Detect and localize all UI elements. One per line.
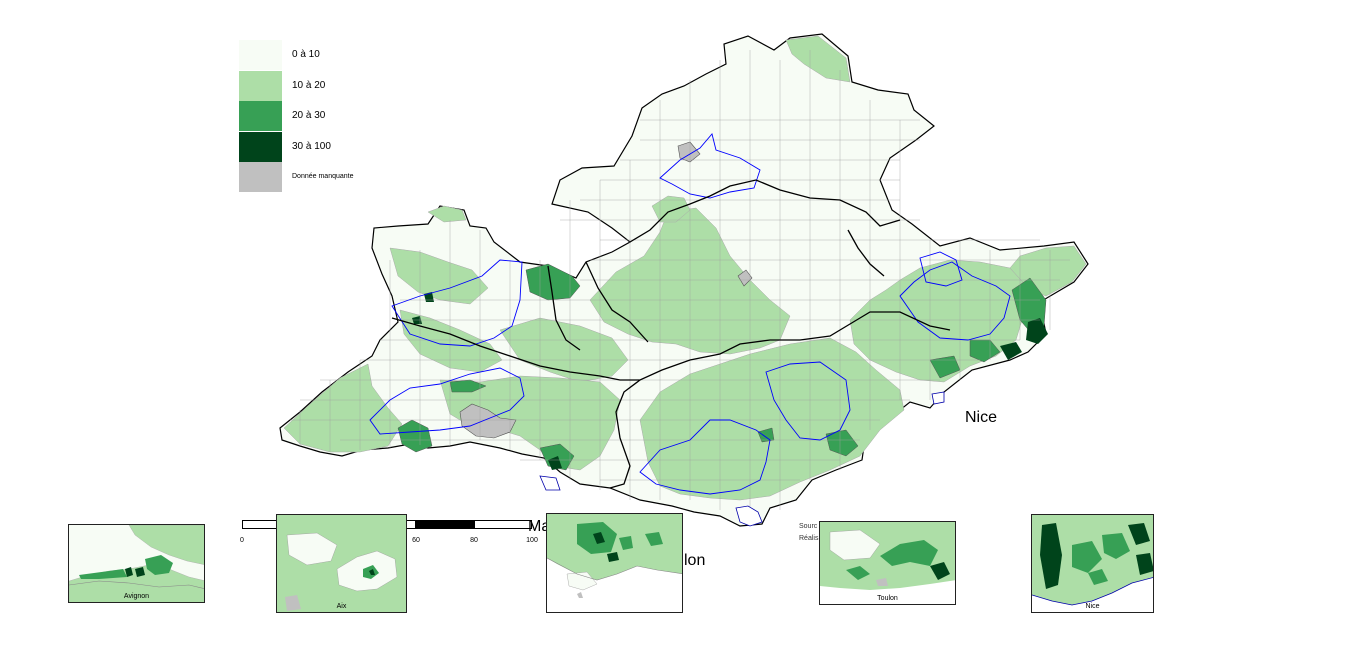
legend-swatch	[239, 101, 282, 131]
source-note: Sourc Réalis	[799, 521, 818, 545]
inset-map	[277, 515, 406, 612]
inset-avignon: Avignon	[68, 524, 205, 603]
zone-20-30	[397, 263, 1047, 471]
legend-label: Donnée manquante	[292, 173, 354, 180]
city-label-nice: Nice	[965, 409, 998, 426]
legend-label: 10 à 20	[292, 79, 326, 91]
legend-label: 20 à 30	[292, 110, 326, 121]
inset-label: Nice	[1085, 603, 1100, 610]
legend-label: 30 à 100	[292, 140, 331, 152]
scale-tick: 0	[240, 537, 244, 544]
inset-toulon: Toulon	[819, 521, 956, 605]
legend-swatch	[239, 70, 282, 101]
source-line: Réalis	[799, 535, 819, 542]
source-line: Sourc	[799, 523, 818, 530]
zone-missing	[459, 141, 753, 439]
scale-tick: 100	[526, 537, 538, 544]
inset-label: Avignon	[123, 593, 150, 600]
inset-map	[820, 522, 955, 604]
department-borders	[391, 179, 951, 489]
commune-borders	[290, 50, 1070, 520]
city-label-toulon: lon	[684, 552, 706, 569]
inset-map	[547, 514, 682, 612]
inset-map	[1032, 515, 1153, 612]
epci-borders	[369, 133, 1011, 495]
legend-swatch	[239, 131, 282, 162]
zone-30-100	[412, 292, 1048, 470]
inset-nice: Nice	[1031, 514, 1154, 613]
legend-label: 0 à 10	[292, 49, 320, 60]
inset-marseille	[546, 513, 683, 613]
inset-aix: Aix	[276, 514, 407, 613]
scale-segment	[474, 520, 532, 529]
city-label-marseille: Ma	[528, 518, 551, 535]
legend-swatch	[239, 40, 282, 70]
coastline	[539, 391, 945, 527]
scale-segment	[416, 520, 474, 529]
legend-swatch	[239, 162, 282, 192]
scale-tick: 80	[470, 537, 478, 544]
inset-map	[69, 525, 204, 602]
scale-tick: 60	[412, 537, 420, 544]
inset-label: Toulon	[877, 595, 898, 602]
inset-label: Aix	[336, 603, 347, 610]
